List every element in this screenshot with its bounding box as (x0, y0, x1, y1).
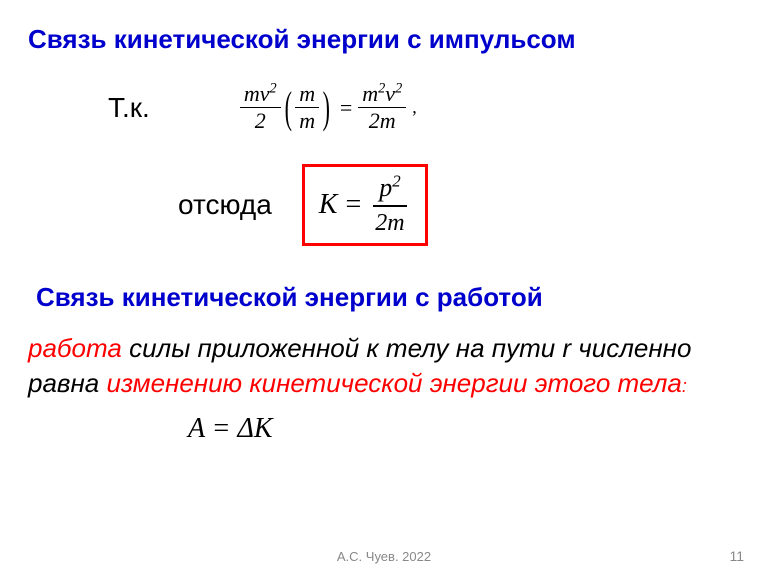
derivation-row: Т.к. mv2 2 ( m m ) = m2v2 2m , (108, 83, 740, 132)
footer-author: А.С. Чуев. 2022 (0, 549, 768, 564)
page-number: 11 (729, 548, 744, 564)
heading-work: Связь кинетической энергии с работой (36, 282, 740, 313)
work-formula: A = ΔK (188, 413, 740, 445)
since-label: Т.к. (108, 92, 150, 124)
derivation-formula: mv2 2 ( m m ) = m2v2 2m , (240, 83, 417, 132)
hence-label: отсюда (178, 189, 272, 221)
heading-momentum: Связь кинетической энергии с импульсом (28, 24, 740, 55)
result-row: отсюда K = p2 2m (178, 164, 740, 246)
work-theorem-text: работа силы приложенной к телу на пути r… (28, 331, 740, 401)
boxed-formula: K = p2 2m (302, 164, 428, 246)
